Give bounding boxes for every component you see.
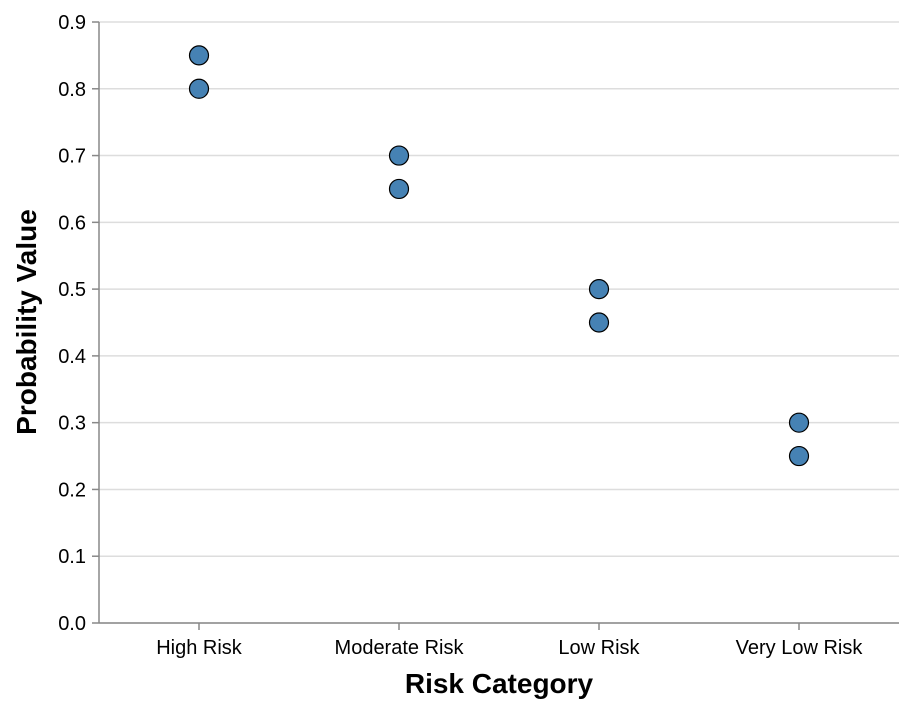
- y-tick-label: 0.7: [58, 146, 86, 168]
- tick-labels: 0.0 0.1 0.2 0.3 0.4 0.5 0.6 0.7 0.8 0.9 High Risk M…: [58, 12, 863, 659]
- y-tick-label: 0.2: [58, 479, 86, 501]
- data-point: [188, 78, 210, 99]
- data-points: [188, 45, 810, 467]
- y-tick-label: 0.1: [58, 546, 86, 568]
- data-point: [788, 445, 810, 467]
- y-axis-title: Probability Value: [11, 209, 42, 435]
- x-axis-title: Risk Category: [405, 668, 594, 699]
- y-tick-label: 0.4: [58, 346, 86, 368]
- data-point: [788, 412, 810, 433]
- x-tick-label: Low Risk: [558, 637, 640, 659]
- data-point: [388, 178, 410, 200]
- grid-lines: [99, 21, 899, 624]
- data-point: [588, 279, 610, 300]
- data-point: [388, 145, 410, 166]
- y-tick-label: 0.5: [58, 279, 86, 301]
- y-tick-label: 0.0: [58, 613, 86, 635]
- data-point: [588, 312, 610, 333]
- y-tick-label: 0.6: [58, 212, 86, 234]
- y-tick-label: 0.3: [58, 413, 86, 435]
- x-tick-label: Moderate Risk: [335, 637, 465, 659]
- x-tick-label: High Risk: [156, 637, 243, 659]
- axes: [92, 21, 899, 630]
- data-point: [188, 45, 210, 66]
- x-tick-label: Very Low Risk: [736, 637, 864, 659]
- y-tick-label: 0.8: [58, 79, 86, 101]
- y-tick-label: 0.9: [58, 12, 86, 34]
